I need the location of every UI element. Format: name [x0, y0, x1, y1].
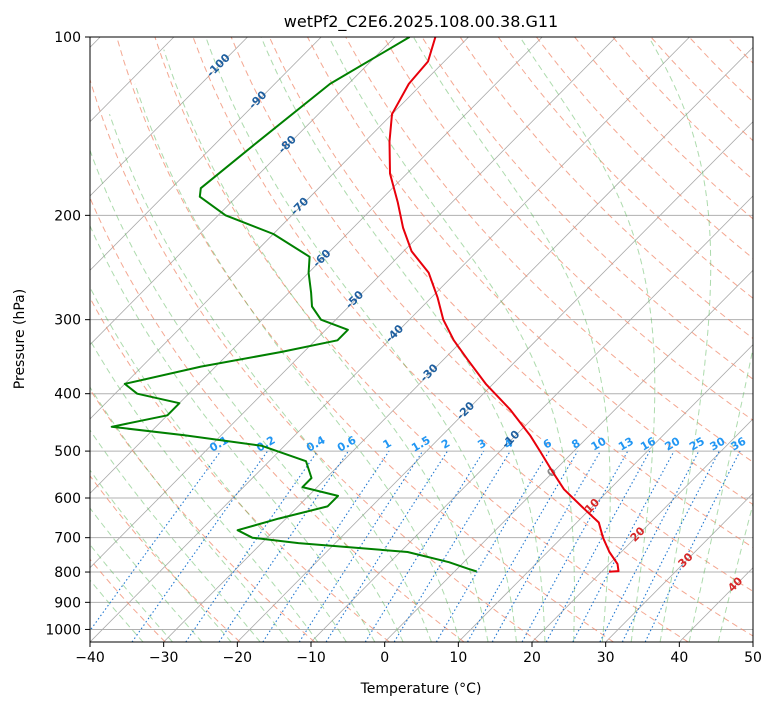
plot-frame: [89, 36, 754, 643]
dry-adiabat-line: [90, 196, 465, 642]
mixing-ratio-line: [298, 450, 424, 642]
x-tick-label: −10: [296, 650, 326, 666]
dry-adiabat-line: [192, 37, 753, 637]
y-tick-label: 600: [54, 491, 81, 507]
moist-adiabat-line: [90, 429, 261, 642]
background-lines: [90, 37, 775, 642]
y-tick-label: 1000: [45, 622, 81, 638]
mixing-ratio-line: [185, 450, 319, 642]
dewpoint-profile-line: [110, 37, 477, 573]
moist-adiabat-line: [90, 507, 203, 642]
x-tick-label: 10: [449, 650, 467, 666]
moist-adiabat-line: [134, 83, 461, 642]
moist-adiabat-line: [260, 37, 546, 642]
mixing-ratio-line: [644, 450, 741, 642]
dry-adiabat-line: [421, 37, 753, 380]
x-tick-label: 50: [744, 650, 762, 666]
moist-adiabat-line: [90, 224, 376, 642]
mixing-ratio-line: [521, 450, 629, 642]
dry-adiabat-line: [230, 37, 753, 592]
y-tick-label: 500: [54, 444, 81, 460]
moist-adiabat-line: [90, 339, 319, 642]
mixing-ratio-line: [364, 450, 485, 642]
moist-adiabat-line: [688, 345, 753, 642]
temperature-profile-line: [388, 37, 620, 573]
dry-adiabat-line: [116, 37, 614, 642]
y-tick-label: 900: [54, 595, 81, 611]
dry-adiabat-line: [307, 37, 753, 506]
dry-adiabat-line: [90, 77, 540, 642]
dry-adiabat-line: [90, 388, 316, 642]
moist-adiabat-line: [648, 37, 712, 642]
mixing-ratio-line: [393, 450, 511, 642]
axis-ticks: −40 −30 −20 −10 0 10 20 30 40 50 100 200 300 400 500 60…: [45, 30, 762, 666]
isotherm-line: [310, 195, 753, 642]
isotherm-line: [458, 344, 753, 642]
moist-adiabat-line: [328, 37, 575, 642]
isotherm-line: [90, 37, 469, 420]
moist-adiabat-line: [163, 49, 489, 642]
dry-adiabat-line: [765, 37, 775, 642]
x-tick-label: −30: [149, 650, 179, 666]
isotherm-line: [90, 37, 396, 346]
moist-adiabat-line: [412, 37, 611, 642]
mixing-ratio-line: [262, 450, 390, 642]
y-tick-label: 800: [54, 565, 81, 581]
moist-adiabat-line: [519, 37, 656, 642]
isotherm-line: [605, 492, 753, 642]
isotherm-line: [384, 269, 753, 642]
isotherm-line: [90, 37, 248, 197]
dry-adiabat-line: [90, 297, 390, 642]
moist-adiabat-line: [90, 148, 404, 642]
isotherm-line: [531, 418, 753, 642]
mixing-ratio-line: [621, 450, 720, 642]
mixing-ratio-line: [131, 450, 269, 642]
y-tick-label: 700: [54, 531, 81, 547]
moist-adiabat-line: [90, 579, 144, 642]
y-tick-label: 200: [54, 208, 81, 224]
mixing-ratio-line: [491, 450, 601, 642]
mixing-ratio-line: [572, 450, 675, 642]
moist-adiabat-line: [717, 502, 753, 642]
profile-series: [110, 37, 620, 573]
moist-adiabat-line: [90, 286, 347, 642]
isotherm-line: [163, 46, 753, 642]
plot-background: [90, 37, 753, 642]
x-tick-label: 20: [523, 650, 541, 666]
mixing-ratio-line: [325, 450, 448, 642]
x-tick-label: 40: [670, 650, 688, 666]
dry-adiabat-line: [154, 37, 689, 642]
dry-adiabat-line: [345, 37, 753, 463]
moist-adiabat-line: [205, 37, 517, 642]
y-tick-label: 300: [54, 313, 81, 329]
y-axis-label: Pressure (hPa): [12, 289, 28, 389]
isotherm-line: [90, 37, 322, 271]
mixing-ratio-line: [218, 450, 349, 642]
isotherm-line: [90, 37, 690, 642]
y-tick-label: 100: [54, 30, 81, 46]
dry-adiabat-line: [383, 37, 753, 421]
dry-adiabat-line: [90, 475, 241, 642]
isotherm-line: [752, 641, 753, 642]
y-tick-label: 400: [54, 387, 81, 403]
isotherm-line: [90, 37, 543, 494]
isotherm-line: [237, 121, 753, 642]
x-tick-label: −20: [223, 650, 253, 666]
mixing-ratio-line: [545, 450, 651, 642]
x-tick-label: 30: [597, 650, 615, 666]
mixing-ratio-line: [90, 450, 222, 632]
x-tick-label: 0: [380, 650, 389, 666]
x-axis-label: Temperature (°C): [360, 681, 482, 697]
x-tick-label: −40: [75, 650, 105, 666]
moist-adiabat-line: [90, 386, 290, 642]
chart-title: wetPf2_C2E6.2025.108.00.38.G11: [284, 12, 558, 32]
moist-adiabat-line: [109, 114, 432, 642]
